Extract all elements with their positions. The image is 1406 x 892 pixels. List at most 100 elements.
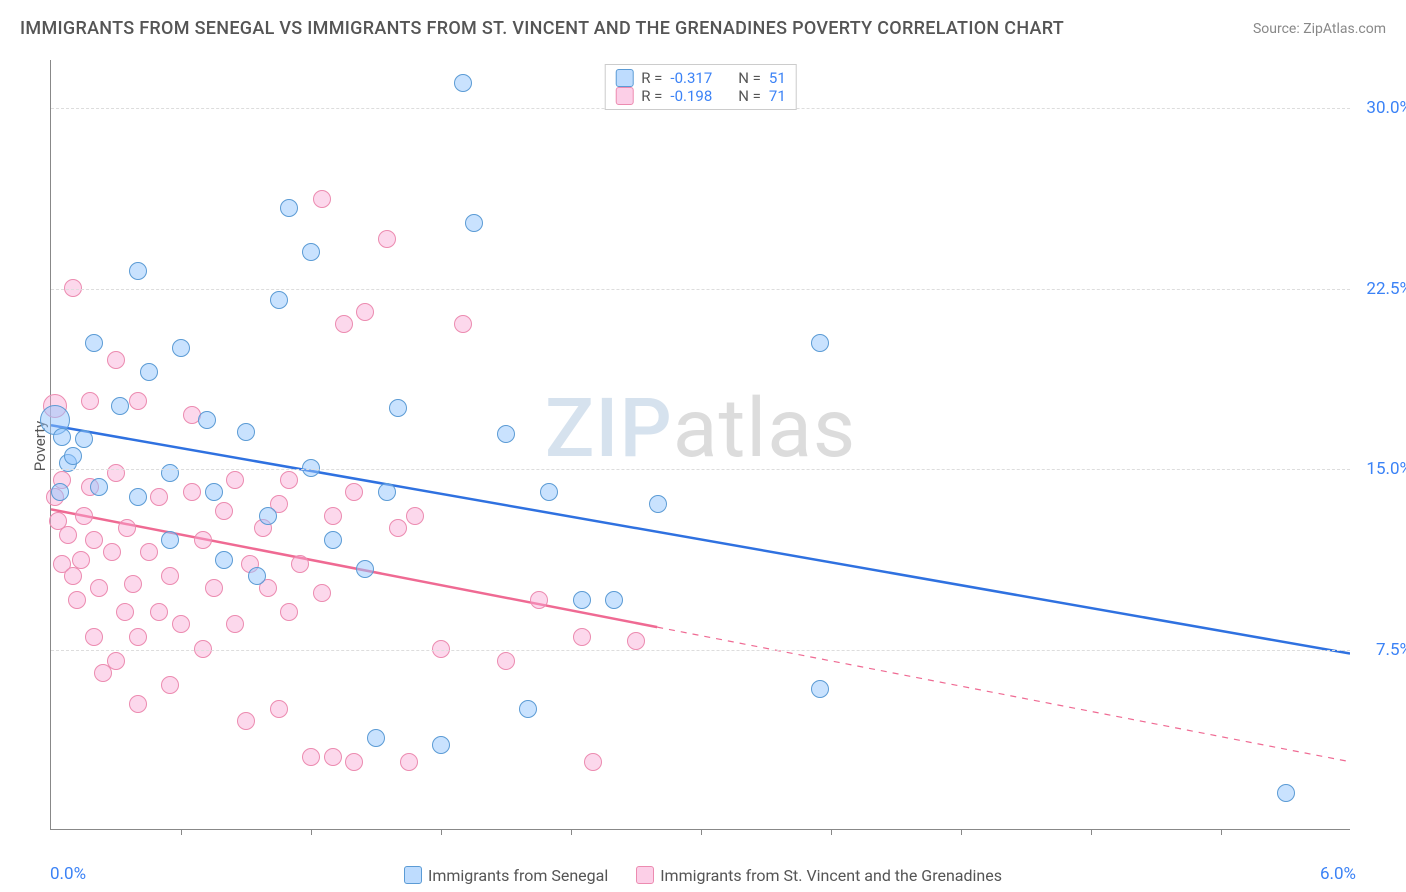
swatch-blue-icon [615, 69, 633, 87]
data-point [356, 560, 374, 578]
data-point [85, 334, 103, 352]
data-point [75, 430, 93, 448]
data-point [378, 230, 396, 248]
data-point [519, 700, 537, 718]
data-point [64, 567, 82, 585]
data-point [313, 584, 331, 602]
data-point [129, 392, 147, 410]
data-point [324, 531, 342, 549]
data-point [302, 748, 320, 766]
data-point [302, 243, 320, 261]
r-label: R = [641, 69, 662, 87]
grid-line [51, 469, 1350, 470]
series-legend: Immigrants from Senegal Immigrants from … [0, 866, 1406, 889]
data-point [811, 334, 829, 352]
legend-row-blue: R = -0.317 N = 51 [615, 69, 786, 87]
data-point [259, 507, 277, 525]
data-point [116, 603, 134, 621]
data-point [324, 748, 342, 766]
n-value-pink: 71 [769, 87, 786, 105]
data-point [811, 680, 829, 698]
data-point [497, 425, 515, 443]
data-point [205, 483, 223, 501]
data-point [140, 363, 158, 381]
data-point [226, 615, 244, 633]
data-point [497, 652, 515, 670]
data-point [51, 483, 69, 501]
data-point [172, 339, 190, 357]
y-tick-label: 7.5% [1376, 640, 1406, 660]
data-point [161, 676, 179, 694]
data-point [111, 397, 129, 415]
data-point [129, 262, 147, 280]
data-point [129, 695, 147, 713]
data-point [81, 392, 99, 410]
data-point [248, 567, 266, 585]
data-point [530, 591, 548, 609]
data-point [215, 502, 233, 520]
data-point [454, 74, 472, 92]
data-point [226, 471, 244, 489]
legend-item-stvincent: Immigrants from St. Vincent and the Gren… [636, 866, 1002, 885]
watermark-atlas: atlas [673, 381, 856, 477]
x-tick [311, 829, 312, 835]
data-point [584, 753, 602, 771]
data-point [194, 640, 212, 658]
data-point [389, 519, 407, 537]
data-point [85, 531, 103, 549]
data-point [215, 551, 233, 569]
trend-pink-solid [51, 509, 657, 627]
data-point [194, 531, 212, 549]
trend-pink-dashed [657, 627, 1350, 762]
data-point [291, 555, 309, 573]
x-tick [441, 829, 442, 835]
swatch-pink-icon [615, 87, 633, 105]
data-point [649, 495, 667, 513]
data-point [129, 488, 147, 506]
data-point [107, 464, 125, 482]
data-point [389, 399, 407, 417]
data-point [378, 483, 396, 501]
data-point [59, 526, 77, 544]
data-point [280, 471, 298, 489]
data-point [627, 632, 645, 650]
data-point [205, 579, 223, 597]
data-point [85, 628, 103, 646]
data-point [345, 753, 363, 771]
data-point [270, 291, 288, 309]
data-point [161, 567, 179, 585]
grid-line [51, 289, 1350, 290]
data-point [573, 628, 591, 646]
y-tick-label: 22.5% [1366, 279, 1406, 299]
data-point [454, 315, 472, 333]
data-point [1277, 784, 1295, 802]
correlation-legend: R = -0.317 N = 51 R = -0.198 N = 71 [604, 64, 797, 110]
data-point [172, 615, 190, 633]
data-point [356, 303, 374, 321]
y-tick-label: 30.0% [1366, 98, 1406, 118]
data-point [302, 459, 320, 477]
swatch-blue-icon [404, 866, 422, 884]
source-attribution: Source: ZipAtlas.com [1253, 21, 1386, 37]
data-point [124, 575, 142, 593]
data-point [367, 729, 385, 747]
data-point [161, 464, 179, 482]
data-point [90, 579, 108, 597]
data-point [161, 531, 179, 549]
y-tick-label: 15.0% [1366, 459, 1406, 479]
watermark-zip: ZIP [545, 381, 673, 477]
data-point [150, 603, 168, 621]
data-point [406, 507, 424, 525]
x-tick [831, 829, 832, 835]
r-value-pink: -0.198 [670, 87, 712, 105]
data-point [605, 591, 623, 609]
data-point [129, 628, 147, 646]
data-point [335, 315, 353, 333]
data-point [540, 483, 558, 501]
data-point [270, 700, 288, 718]
grid-line [51, 650, 1350, 651]
data-point [150, 488, 168, 506]
data-point [140, 543, 158, 561]
x-tick [571, 829, 572, 835]
data-point [345, 483, 363, 501]
